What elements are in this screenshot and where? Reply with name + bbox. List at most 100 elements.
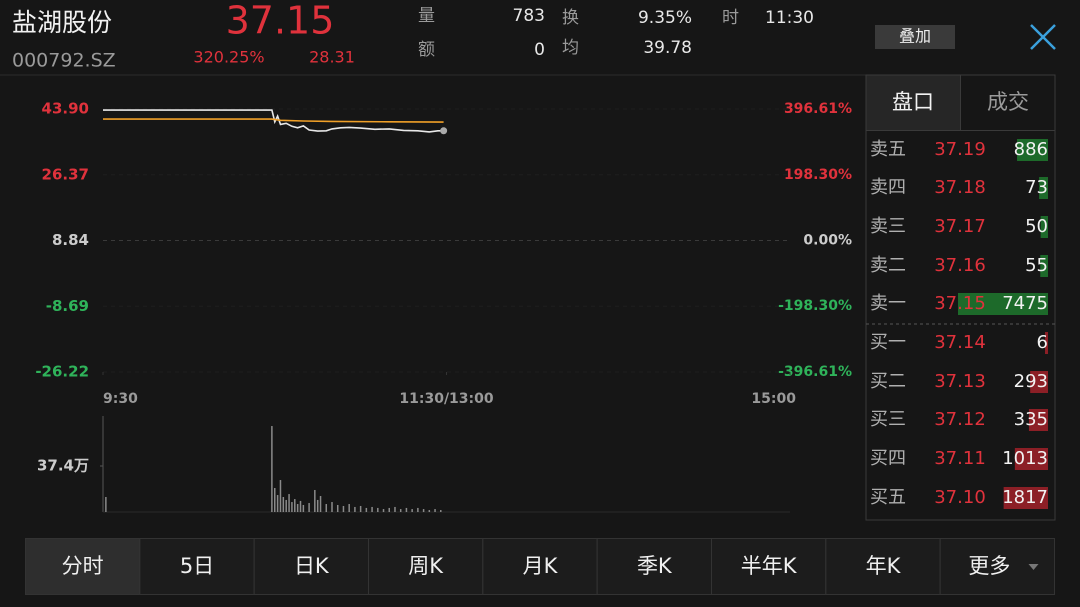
period-tab-label[interactable]: 5日 (180, 554, 214, 578)
volume-bar (296, 504, 299, 512)
period-tab-label[interactable]: 周K (408, 554, 444, 578)
stat-label: 时 (722, 8, 739, 28)
stock-code: 000792.SZ (12, 50, 116, 72)
period-tab[interactable] (253, 538, 370, 595)
price-line (103, 109, 444, 133)
stat-label: 额 (418, 40, 435, 60)
period-tab[interactable] (368, 538, 484, 595)
volume-bar (371, 506, 373, 512)
order-label: 卖三 (870, 216, 906, 237)
volume-bar (365, 507, 368, 512)
y2-tick-label: -198.30% (778, 298, 852, 314)
y2-tick-label: 198.30% (784, 167, 852, 183)
order-price: 37.17 (934, 216, 986, 237)
volume-bar (276, 495, 279, 512)
volume-bar (302, 504, 305, 512)
volume-bar (388, 507, 390, 512)
order-price: 37.18 (934, 177, 986, 198)
volume-bar (299, 500, 302, 512)
volume-bar (428, 510, 431, 512)
volume-bar (399, 509, 402, 512)
order-label: 买二 (870, 371, 906, 392)
stock-name: 盐湖股份 (12, 8, 112, 37)
period-tab-label[interactable]: 半年K (741, 554, 798, 578)
order-book-tab-selected[interactable] (866, 75, 961, 131)
volume-bar (314, 489, 316, 512)
overlay-button[interactable] (875, 25, 955, 49)
dropdown-arrow[interactable] (1028, 564, 1039, 570)
order-price: 37.11 (934, 448, 986, 469)
order-volume: 55 (1025, 255, 1048, 276)
volume-bar (359, 505, 362, 512)
period-tab-label[interactable]: 更多 (968, 554, 1010, 578)
close-button[interactable] (1030, 24, 1056, 50)
depth-bar (1045, 332, 1048, 354)
volume-bar (342, 505, 345, 512)
period-tab[interactable] (139, 538, 255, 595)
volume-bar (274, 488, 276, 512)
period-tab-label[interactable]: 分时 (62, 554, 104, 578)
order-price: 37.16 (934, 255, 986, 276)
period-tab-label[interactable]: 日K (294, 554, 330, 578)
x-tick-label: 15:00 (751, 391, 796, 407)
volume-bar (282, 496, 285, 512)
order-volume: 7475 (1002, 293, 1048, 314)
order-price: 37.19 (934, 139, 986, 160)
volume-bar (411, 509, 413, 512)
average-line (103, 118, 444, 123)
depth-bar (1003, 487, 1048, 509)
depth-bar (1017, 139, 1048, 161)
volume-bar (331, 502, 333, 512)
order-price: 37.15 (934, 293, 986, 314)
y-tick-label: -8.69 (46, 297, 89, 315)
volume-bar (285, 499, 287, 512)
period-tab[interactable] (825, 538, 941, 595)
stat-label: 均 (562, 38, 579, 58)
order-price: 37.13 (934, 371, 986, 392)
stat-label: 换 (562, 8, 579, 28)
volume-tick-label: 37.4万 (37, 457, 89, 475)
volume-bar (354, 506, 356, 512)
volume-bar (105, 496, 107, 512)
order-book-tab[interactable]: 盘口 (892, 90, 934, 114)
change: 28.31 (309, 48, 355, 67)
y2-tick-label: 0.00% (803, 233, 852, 249)
y-tick-label: 43.90 (42, 100, 89, 118)
period-tab-label[interactable]: 季K (637, 554, 673, 578)
volume-bar (348, 504, 350, 512)
period-tab-label[interactable]: 月K (523, 554, 559, 578)
period-tab-label[interactable]: 年K (866, 554, 902, 578)
volume-bar (279, 480, 282, 512)
y2-tick-label: -396.61% (778, 364, 852, 380)
volume-bar (417, 507, 419, 512)
order-book-tab[interactable]: 成交 (987, 90, 1029, 114)
stat-value: 11:30 (765, 8, 814, 28)
stat-value: 9.35% (638, 8, 692, 28)
x-tick-label: 9:30 (103, 391, 138, 407)
order-price: 37.10 (934, 487, 986, 508)
order-volume: 73 (1025, 177, 1048, 198)
period-tab[interactable] (711, 538, 827, 595)
last-price: 37.15 (226, 0, 335, 43)
period-tab-selected[interactable] (25, 538, 141, 595)
stat-label: 量 (418, 6, 435, 26)
volume-bar (434, 509, 436, 512)
order-volume: 6 (1037, 332, 1048, 353)
stat-value: 39.78 (643, 38, 692, 58)
depth-bar (1028, 409, 1048, 431)
volume-bar (308, 503, 310, 512)
stat-value: 783 (513, 6, 545, 26)
close-icon-stroke[interactable] (1030, 24, 1056, 50)
order-label: 买一 (870, 332, 906, 353)
period-tab[interactable] (596, 538, 713, 595)
depth-bar (1014, 448, 1048, 470)
depth-bar (1030, 371, 1048, 393)
y2-tick-label: 396.61% (784, 101, 852, 117)
overlay-button-label[interactable]: 叠加 (899, 27, 931, 46)
order-price: 37.14 (934, 332, 986, 353)
volume-bar (336, 504, 339, 512)
period-tab[interactable] (482, 538, 598, 595)
order-volume: 293 (1014, 371, 1048, 392)
